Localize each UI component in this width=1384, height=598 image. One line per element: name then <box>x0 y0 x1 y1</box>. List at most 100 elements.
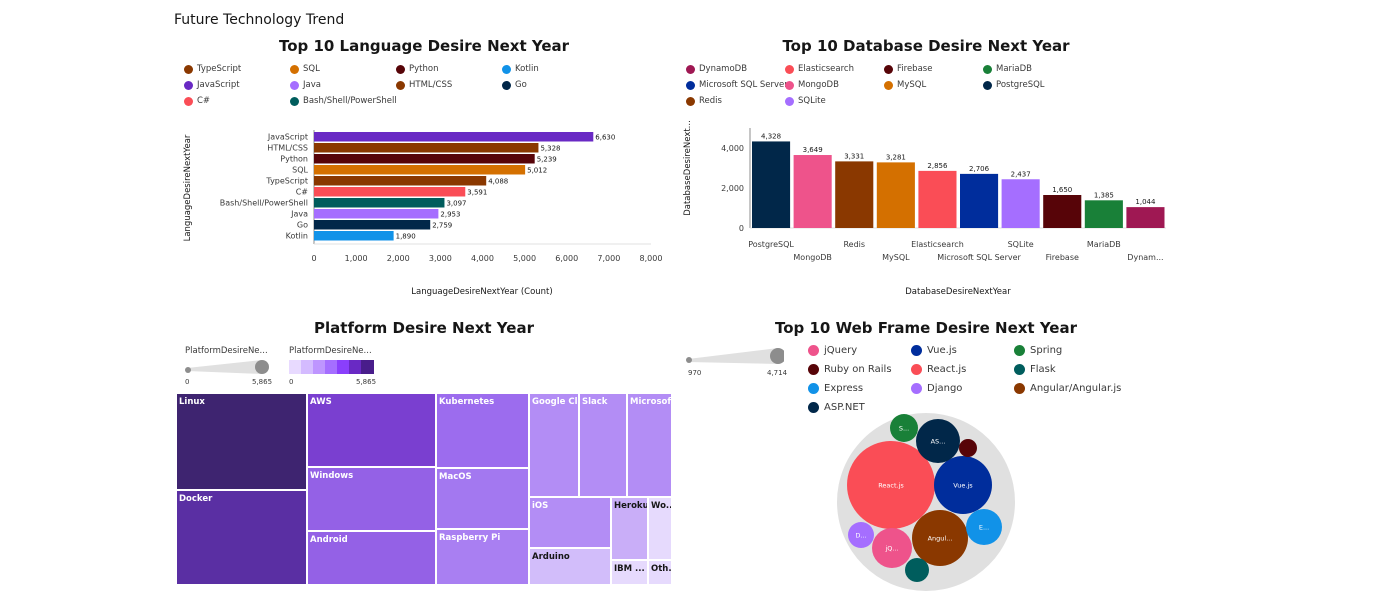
legend-swatch <box>1014 383 1025 394</box>
legend-item[interactable]: Firebase <box>884 64 932 74</box>
treemap-cell[interactable]: Raspberry Pi <box>436 529 529 585</box>
treemap-cell[interactable]: iOS <box>529 497 611 548</box>
bubble[interactable] <box>890 414 918 442</box>
bubble-label: S... <box>899 425 909 433</box>
category-label: Dynam... <box>1127 253 1163 262</box>
bar[interactable] <box>1001 179 1040 228</box>
bubble[interactable] <box>872 528 912 568</box>
legend-item[interactable]: MySQL <box>884 80 926 90</box>
language-legend: TypeScript SQL Python Kotlin JavaScript Java H… <box>184 64 664 112</box>
legend-item[interactable]: Django <box>911 383 962 394</box>
treemap-cell[interactable]: Microsof... <box>627 393 672 497</box>
bubble[interactable] <box>934 456 992 514</box>
bar[interactable] <box>314 143 539 153</box>
legend-swatch <box>884 80 893 90</box>
treemap-cell[interactable]: AWS <box>307 393 436 467</box>
bubble[interactable] <box>905 558 929 582</box>
legend-item[interactable]: Python <box>396 64 438 74</box>
bar[interactable] <box>1126 207 1165 228</box>
legend-item[interactable]: jQuery <box>808 345 857 356</box>
legend-item[interactable]: Angular/Angular.js <box>1014 383 1121 394</box>
bubble[interactable] <box>847 441 935 529</box>
legend-swatch <box>184 96 193 106</box>
treemap-cell[interactable]: Android <box>307 531 436 585</box>
legend-item[interactable]: PostgreSQL <box>983 80 1045 90</box>
treemap-cell[interactable]: Slack <box>579 393 627 497</box>
bar[interactable] <box>314 209 439 219</box>
bar[interactable] <box>793 155 832 228</box>
legend-label: Ruby on Rails <box>824 364 892 375</box>
treemap-cell[interactable]: Windows <box>307 467 436 531</box>
legend-item[interactable]: Flask <box>1014 364 1056 375</box>
legend-item[interactable]: Ruby on Rails <box>808 364 892 375</box>
legend-item[interactable]: JavaScript <box>184 80 240 90</box>
legend-item[interactable]: Vue.js <box>911 345 957 356</box>
legend-item[interactable]: Kotlin <box>502 64 539 74</box>
bar[interactable] <box>1043 195 1082 228</box>
treemap-cell-label: Microsof... <box>630 397 671 407</box>
bar[interactable] <box>314 132 594 142</box>
category-label: JavaScript <box>267 133 308 142</box>
bar[interactable] <box>314 220 431 230</box>
bubble[interactable] <box>959 439 977 457</box>
bar[interactable] <box>835 161 874 228</box>
treemap-cell[interactable]: Arduino <box>529 548 611 585</box>
legend-item[interactable]: TypeScript <box>184 64 241 74</box>
bubble[interactable] <box>912 510 968 566</box>
treemap-cell[interactable]: Docker <box>176 490 307 585</box>
category-label: SQLite <box>1008 240 1034 249</box>
treemap-cell[interactable]: Linux <box>176 393 307 490</box>
color-legend-max: 5,865 <box>356 378 377 386</box>
legend-item[interactable]: C# <box>184 96 210 106</box>
legend-label: Angular/Angular.js <box>1030 383 1122 394</box>
treemap-cell[interactable]: MacOS <box>436 468 529 529</box>
bar[interactable] <box>918 170 957 228</box>
bar[interactable] <box>314 176 487 186</box>
legend-item[interactable]: Redis <box>686 96 722 106</box>
treemap-cell-label: Windows <box>310 471 354 481</box>
legend-label: Java <box>303 80 321 90</box>
bar[interactable] <box>752 141 791 228</box>
bar[interactable] <box>314 231 394 241</box>
legend-swatch <box>686 64 695 74</box>
treemap-cell[interactable]: IBM ... <box>611 560 648 585</box>
bar[interactable] <box>314 198 445 208</box>
legend-item[interactable]: ASP.NET <box>808 402 865 413</box>
legend-item[interactable]: MongoDB <box>785 80 839 90</box>
treemap-cell[interactable]: Kubernetes <box>436 393 529 468</box>
legend-item[interactable]: HTML/CSS <box>396 80 452 90</box>
treemap-cell-label: Raspberry Pi <box>439 533 501 543</box>
x-tick-label: 7,000 <box>597 254 620 263</box>
bar[interactable] <box>1084 200 1123 228</box>
bar[interactable] <box>876 162 915 228</box>
legend-item[interactable]: Elasticsearch <box>785 64 854 74</box>
legend-item[interactable]: Bash/Shell/PowerShell <box>290 96 397 106</box>
value-label: 1,044 <box>1135 198 1156 206</box>
legend-item[interactable]: Go <box>502 80 527 90</box>
legend-item[interactable]: SQL <box>290 64 320 74</box>
treemap-cell[interactable]: Heroku <box>611 497 648 560</box>
legend-item[interactable]: Express <box>808 383 863 394</box>
legend-item[interactable]: Microsoft SQL Server <box>686 80 788 90</box>
treemap-cell[interactable]: Wo... <box>648 497 672 560</box>
legend-item[interactable]: DynamoDB <box>686 64 747 74</box>
bubble[interactable] <box>916 419 960 463</box>
legend-item[interactable]: Spring <box>1014 345 1062 356</box>
bar[interactable] <box>960 173 999 228</box>
treemap-cell[interactable]: Oth... <box>648 560 672 585</box>
bar[interactable] <box>314 187 466 197</box>
legend-label: DynamoDB <box>699 64 748 74</box>
treemap-cell[interactable]: Google Cl... <box>529 393 579 497</box>
bubble[interactable] <box>966 509 1002 545</box>
bar[interactable] <box>314 154 535 164</box>
bubble-label: jQ... <box>884 545 898 553</box>
legend-item[interactable]: SQLite <box>785 96 826 106</box>
bubble[interactable] <box>848 522 874 548</box>
legend-item[interactable]: Java <box>290 80 321 90</box>
legend-item[interactable]: React.js <box>911 364 966 375</box>
legend-item[interactable]: MariaDB <box>983 64 1032 74</box>
size-legend-label: PlatformDesireNe... <box>185 346 268 356</box>
legend-swatch <box>884 64 893 74</box>
legend-label: PostgreSQL <box>996 80 1045 90</box>
bar[interactable] <box>314 165 526 175</box>
